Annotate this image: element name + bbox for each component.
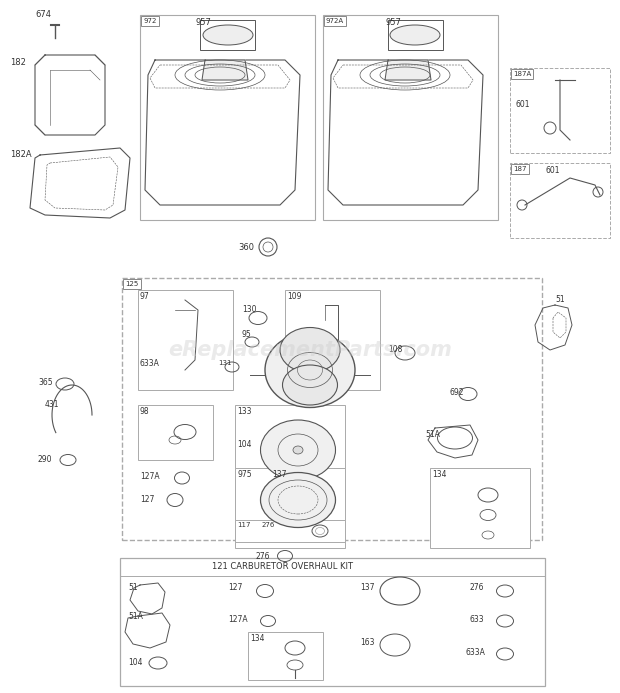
Text: 674: 674 (35, 10, 51, 19)
Text: 137: 137 (360, 583, 374, 592)
Text: 972A: 972A (326, 18, 344, 24)
Text: 163: 163 (360, 638, 374, 647)
Text: 276: 276 (262, 522, 275, 528)
Text: 957: 957 (195, 18, 211, 27)
Bar (200, 20, 255, 50)
Polygon shape (385, 60, 431, 80)
Text: 97: 97 (140, 292, 150, 301)
Bar (140, 15, 315, 220)
Text: 104: 104 (128, 658, 143, 667)
Text: 601: 601 (545, 166, 559, 175)
Ellipse shape (265, 333, 355, 407)
Bar (138, 405, 213, 460)
Bar (122, 278, 542, 540)
Bar (120, 558, 545, 686)
Text: 51: 51 (128, 583, 138, 592)
Text: 182A: 182A (10, 150, 32, 159)
Text: 104: 104 (237, 440, 252, 449)
Ellipse shape (203, 25, 253, 45)
Text: 276: 276 (470, 583, 484, 592)
Text: 431: 431 (45, 400, 60, 409)
Text: 127A: 127A (140, 472, 159, 481)
Text: 633: 633 (287, 359, 301, 368)
Text: 121 CARBURETOR OVERHAUL KIT: 121 CARBURETOR OVERHAUL KIT (211, 562, 353, 571)
Text: 365: 365 (38, 378, 53, 387)
Bar (511, 164, 528, 174)
Text: 692: 692 (450, 388, 464, 397)
Ellipse shape (280, 328, 340, 373)
Text: 51A: 51A (425, 430, 440, 439)
Bar (248, 632, 323, 680)
Text: 601: 601 (515, 100, 529, 109)
Text: 134: 134 (432, 470, 446, 479)
Text: 108: 108 (388, 345, 402, 354)
Bar (235, 468, 345, 548)
Ellipse shape (293, 446, 303, 454)
Text: 182: 182 (10, 58, 26, 67)
Bar (510, 163, 610, 238)
Bar (123, 279, 141, 289)
Bar (511, 69, 533, 79)
Text: 633A: 633A (465, 648, 485, 657)
Text: 975: 975 (237, 470, 252, 479)
Text: 109: 109 (287, 292, 301, 301)
Bar (138, 290, 233, 390)
Ellipse shape (390, 25, 440, 45)
Text: 137: 137 (272, 470, 286, 479)
Text: 130: 130 (242, 305, 257, 314)
Text: 51A: 51A (128, 612, 143, 621)
Text: 276: 276 (255, 552, 270, 561)
Bar (430, 468, 530, 548)
Text: 95: 95 (242, 330, 252, 339)
Text: 187: 187 (513, 166, 526, 172)
Text: 127: 127 (140, 495, 154, 504)
Text: 51: 51 (555, 295, 565, 304)
Text: 127A: 127A (228, 615, 247, 624)
Bar (235, 520, 345, 542)
Bar (324, 16, 346, 26)
Bar (285, 290, 380, 390)
Bar (388, 20, 443, 50)
Text: 633: 633 (470, 615, 485, 624)
Text: 98: 98 (140, 407, 149, 416)
Text: 290: 290 (38, 455, 53, 464)
Ellipse shape (260, 420, 335, 480)
Text: 633A: 633A (140, 359, 160, 368)
Text: 134: 134 (250, 634, 265, 643)
Ellipse shape (260, 473, 335, 527)
Text: 360: 360 (238, 243, 254, 252)
Polygon shape (202, 60, 248, 80)
Text: eReplacementParts.com: eReplacementParts.com (168, 340, 452, 360)
Text: 133: 133 (237, 407, 252, 416)
Ellipse shape (283, 365, 337, 405)
Text: 957: 957 (385, 18, 401, 27)
Bar (141, 16, 159, 26)
Bar (235, 405, 345, 510)
Bar (323, 15, 498, 220)
Text: 125: 125 (125, 281, 138, 287)
Text: 117: 117 (237, 522, 250, 528)
Text: 131: 131 (218, 360, 231, 366)
Text: 127: 127 (228, 583, 242, 592)
Text: 972: 972 (143, 18, 156, 24)
Bar (510, 68, 610, 153)
Text: 187A: 187A (513, 71, 531, 77)
